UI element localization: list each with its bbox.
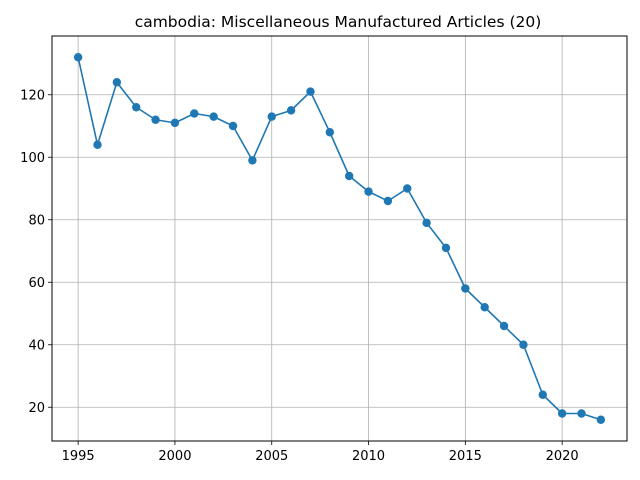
x-tick-label: 2020: [546, 449, 579, 464]
data-point: [93, 140, 102, 149]
data-point: [286, 106, 296, 115]
data-point: [228, 121, 238, 131]
data-point: [422, 218, 431, 228]
data-point: [403, 184, 412, 193]
data-point: [267, 112, 276, 121]
x-tick-label: 2010: [352, 449, 385, 464]
data-point: [577, 409, 586, 418]
x-tick-label: 2005: [255, 449, 288, 464]
y-tick-label: 80: [28, 213, 45, 228]
plot-frame: [51, 35, 628, 442]
grid: [52, 36, 627, 441]
data-point: [519, 340, 528, 349]
y-tick-label: 100: [20, 151, 45, 166]
data-point: [170, 118, 180, 128]
y-tick-label: 40: [28, 338, 45, 353]
data-point: [499, 321, 509, 331]
y-tick-label: 20: [28, 401, 45, 416]
data-point: [151, 115, 160, 124]
x-tick-label: 1995: [62, 449, 95, 464]
data-point: [538, 390, 547, 399]
data-point: [480, 303, 489, 312]
data-point: [461, 284, 470, 293]
series-line: [77, 57, 602, 421]
series-group: [73, 53, 606, 424]
data-point: [190, 109, 199, 118]
data-point: [306, 87, 315, 96]
data-point: [557, 409, 567, 418]
data-point: [596, 415, 606, 424]
data-point: [112, 78, 122, 87]
data-point: [248, 156, 257, 165]
data-point: [209, 112, 218, 121]
data-point: [73, 53, 83, 62]
data-point: [441, 243, 451, 253]
data-point: [383, 196, 393, 206]
x-tick-label: 2015: [449, 449, 482, 464]
x-tick-label: 2000: [158, 449, 191, 464]
y-tick-label: 60: [28, 276, 45, 291]
data-point: [325, 128, 335, 137]
data-point: [344, 171, 354, 181]
data-point: [364, 187, 373, 196]
y-tick-label: 120: [20, 88, 45, 103]
data-point: [132, 103, 141, 112]
chart-title: cambodia: Miscellaneous Manufactured Art…: [135, 13, 542, 31]
